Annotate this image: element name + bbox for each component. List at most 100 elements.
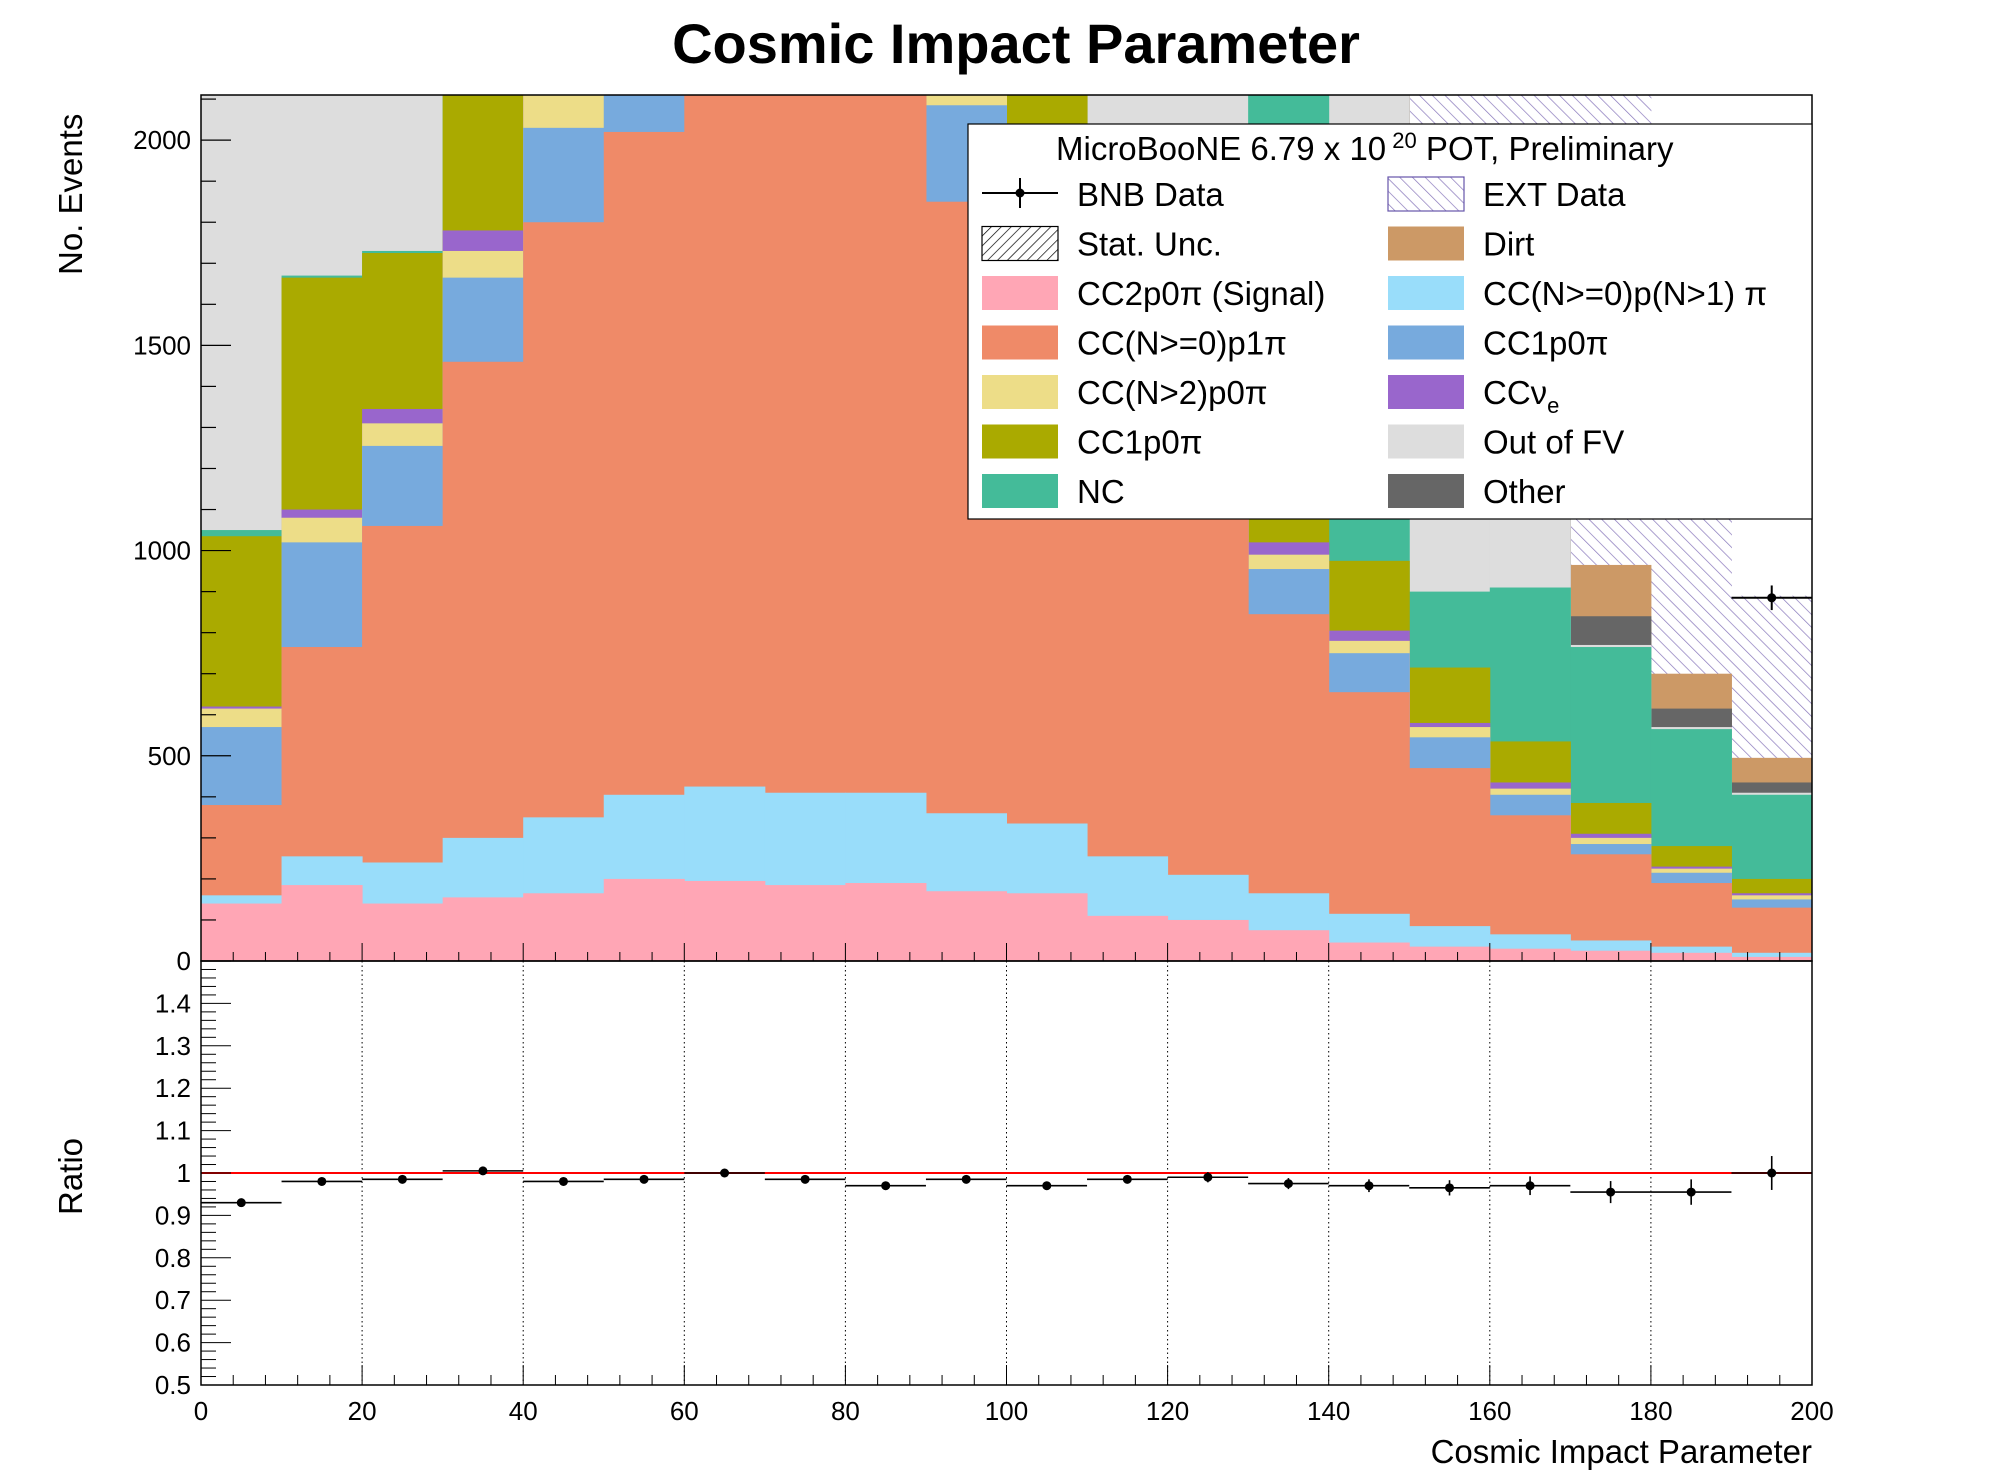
bar-s2-19 (1731, 907, 1812, 961)
ratio-point (961, 1174, 971, 1184)
legend-label-s8: Out of FV (1483, 424, 1624, 461)
ratio-y-tick-label: 0.7 (155, 1285, 191, 1315)
legend-swatch-s10 (1388, 226, 1464, 261)
ratio-point (881, 1181, 891, 1191)
ratio-point (1122, 1174, 1132, 1184)
ratio-point (1203, 1172, 1213, 1182)
ratio-point (1767, 1168, 1777, 1178)
legend-header: MicroBooNE 6.79 x 10 20 POT, Preliminary (1056, 128, 1674, 167)
x-tick-label: 80 (831, 1396, 860, 1426)
x-tick-label: 100 (985, 1396, 1028, 1426)
ratio-y-tick-label: 0.8 (155, 1243, 191, 1273)
bar-s0-3 (442, 897, 524, 961)
legend-left-entry-4: CC(N>2)p0π (982, 374, 1268, 411)
legend-swatch-s2 (982, 325, 1058, 360)
legend-swatch-s9 (1388, 474, 1464, 508)
ratio-y-tick-label: 1.4 (155, 988, 191, 1018)
legend-right-entry-0: EXT Data (1387, 176, 1626, 213)
top-y-tick-label: 2000 (133, 125, 191, 155)
legend-label-stat: Stat. Unc. (1077, 226, 1222, 263)
bottom-axes: 0.5 0.6 0.7 0.8 0.9 1 1.1 1.2 1.3 1.4 0 20 40 60 80 100… (155, 960, 1834, 1426)
legend: MicroBooNE 6.79 x 10 20 POT, Preliminary… (967, 123, 1813, 520)
x-tick-label: 140 (1307, 1396, 1350, 1426)
ratio-y-tick-label: 0.6 (155, 1328, 191, 1358)
bar-s0-18 (1650, 952, 1732, 961)
top-y-axis: 0 500 1000 1500 2000 (133, 98, 1813, 976)
x-tick-label: 60 (670, 1396, 699, 1426)
bar-s0-10 (1006, 893, 1088, 961)
legend-label-s1: CC(N>=0)p(N>1) π (1483, 275, 1767, 312)
legend-label-s2: CC(N>=0)p1π (1077, 325, 1287, 362)
legend-right-entry-4: CCνe (1388, 374, 1559, 418)
x-axis-label: Cosmic Impact Parameter (1431, 1433, 1812, 1470)
ratio-y-tick-label: 0.9 (155, 1200, 191, 1230)
legend-right-entry-5: Out of FV (1388, 424, 1624, 461)
legend-swatch-s3 (1388, 325, 1464, 360)
bar-s0-17 (1570, 950, 1652, 961)
ratio-y-tick-label: 1.2 (155, 1073, 191, 1103)
ratio-point (1283, 1179, 1293, 1189)
bar-s0-9 (925, 891, 1007, 961)
ratio-y-tick-label: 1.1 (155, 1116, 191, 1146)
legend-swatch-s5 (1388, 375, 1464, 409)
ratio-gridlines (201, 961, 1812, 1385)
legend-label-s4: CC(N>2)p0π (1077, 374, 1268, 411)
x-tick-label: 20 (348, 1396, 377, 1426)
legend-swatch-s4 (982, 375, 1058, 409)
ratio-point (558, 1176, 568, 1186)
x-tick-label: 180 (1629, 1396, 1672, 1426)
legend-left-entry-1: Stat. Unc. (981, 225, 1222, 263)
x-tick-label: 200 (1790, 1396, 1833, 1426)
ratio-point (800, 1174, 810, 1184)
legend-swatch-s1 (1388, 276, 1464, 310)
legend-bnb-marker (1015, 188, 1025, 198)
legend-label-s0: CC2p0π (Signal) (1077, 275, 1325, 312)
ratio-y-tick-label: 1.3 (155, 1031, 191, 1061)
bar-s0-7 (764, 885, 846, 961)
bar-s0-6 (684, 880, 766, 961)
ratio-y-tick-label: 1 (177, 1158, 191, 1188)
legend-swatch-s8 (1388, 424, 1464, 459)
top-y-tick-label: 1500 (133, 330, 191, 360)
bar-s0-11 (1087, 915, 1169, 961)
x-tick-label: 0 (194, 1396, 208, 1426)
legend-left-entry-5: CC1p0π (982, 424, 1203, 461)
ratio-point (1686, 1187, 1696, 1197)
ratio-point (1445, 1183, 1455, 1193)
ratio-point (1606, 1187, 1616, 1197)
legend-ext-swatch (1387, 176, 1465, 212)
legend-label-s3: CC1p0π (1483, 325, 1609, 362)
x-tick-label: 40 (509, 1396, 538, 1426)
x-tick-label: 120 (1146, 1396, 1189, 1426)
top-y-tick-label: 500 (148, 741, 191, 771)
bar-s0-2 (362, 903, 444, 961)
legend-stat-swatch (981, 225, 1059, 262)
legend-right-entry-6: Other (1388, 473, 1566, 510)
ratio-point (317, 1176, 327, 1186)
legend-label-s10: Dirt (1483, 226, 1534, 263)
top-y-tick-label: 1000 (133, 536, 191, 566)
bar-s0-19 (1731, 956, 1812, 961)
legend-swatch-s7 (982, 474, 1058, 508)
bar-s0-13 (1248, 930, 1330, 961)
bar-s0-8 (845, 883, 927, 961)
bar-s0-15 (1409, 946, 1491, 961)
ratio-point (1042, 1181, 1052, 1191)
legend-label-ext: EXT Data (1483, 176, 1626, 213)
ratio-y-tick-label: 0.5 (155, 1370, 191, 1400)
legend-left-entry-3: CC(N>=0)p1π (982, 325, 1287, 362)
top-y-axis-label: No. Events (52, 114, 89, 275)
bar-s0-16 (1489, 948, 1571, 961)
legend-right-entry-3: CC1p0π (1388, 325, 1609, 362)
ratio-point (639, 1174, 649, 1184)
ratio-point (1364, 1181, 1374, 1191)
legend-label-s7: NC (1077, 473, 1125, 510)
legend-label-s5: CCνe (1483, 374, 1559, 418)
bar-s0-14 (1328, 942, 1410, 961)
bar-s0-0 (201, 903, 283, 961)
chart-title: Cosmic Impact Parameter (672, 12, 1360, 75)
ratio-point (1525, 1181, 1535, 1191)
bar-s0-1 (281, 885, 363, 961)
